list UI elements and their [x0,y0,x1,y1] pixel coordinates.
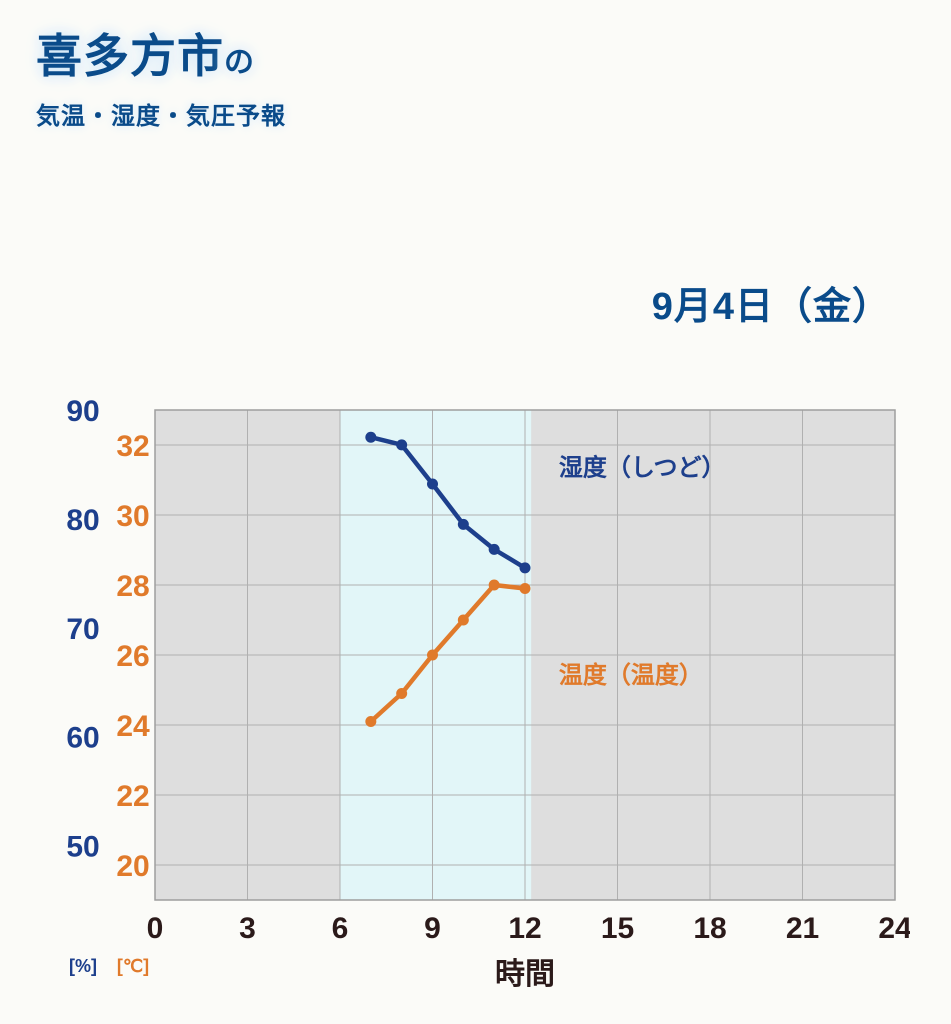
svg-text:[%]: [%] [69,956,97,976]
svg-text:24: 24 [878,912,910,945]
svg-text:時間: 時間 [495,958,555,990]
svg-text:温度（温度）: 温度（温度） [559,661,703,689]
svg-text:30: 30 [116,500,149,533]
svg-text:[℃]: [℃] [117,956,149,976]
svg-text:28: 28 [116,570,149,603]
city-title: 喜多方市の [36,20,286,86]
svg-text:80: 80 [66,504,99,537]
svg-text:12: 12 [508,912,541,945]
svg-text:9: 9 [424,912,441,945]
svg-text:26: 26 [116,640,149,673]
chart-svg: 湿度（しつど） 温度（温度） 0 3 6 9 12 15 18 21 24 時間 50 60 70 80 90 2… [40,380,910,990]
svg-text:20: 20 [116,850,149,883]
svg-text:15: 15 [601,912,634,945]
svg-text:70: 70 [66,613,99,646]
date-label: 9月4日（金） [652,275,891,330]
svg-text:18: 18 [693,912,726,945]
svg-text:32: 32 [116,430,149,463]
city-name: 喜多方市 [36,30,224,82]
svg-text:60: 60 [66,722,99,755]
svg-text:6: 6 [332,912,349,945]
city-suffix: の [224,46,255,79]
svg-text:0: 0 [147,912,164,945]
subtitle: 気温・湿度・気圧予報 [36,96,286,131]
header-block: 喜多方市の 気温・湿度・気圧予報 [36,20,286,131]
forecast-chart: 湿度（しつど） 温度（温度） 0 3 6 9 12 15 18 21 24 時間 50 60 70 80 90 2… [40,380,910,990]
svg-text:21: 21 [786,912,819,945]
svg-text:50: 50 [66,831,99,864]
svg-text:湿度（しつど）: 湿度（しつど） [559,453,726,481]
svg-text:24: 24 [116,710,150,743]
svg-text:3: 3 [239,912,256,945]
svg-text:90: 90 [66,395,99,428]
svg-text:22: 22 [116,780,149,813]
